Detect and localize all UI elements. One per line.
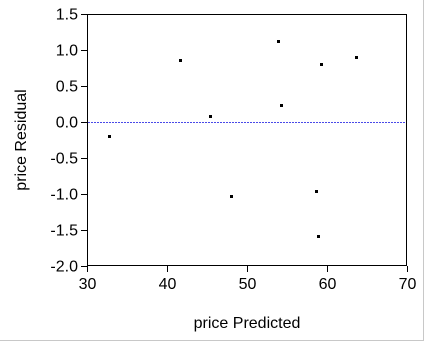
data-point xyxy=(315,190,318,193)
x-tick-label: 70 xyxy=(399,276,417,293)
y-tick-label: 1.5 xyxy=(56,7,78,24)
x-tick-label: 50 xyxy=(239,276,257,293)
x-tick-label: 30 xyxy=(79,276,97,293)
data-point xyxy=(355,56,358,59)
x-tick-label: 40 xyxy=(159,276,177,293)
y-tick-label: -1.5 xyxy=(50,223,78,240)
y-tick-label: -1.0 xyxy=(50,187,78,204)
data-point xyxy=(277,40,280,43)
y-tick-label: 0.0 xyxy=(56,115,78,132)
y-tick-label: 1.0 xyxy=(56,43,78,60)
y-tick-label: -2.0 xyxy=(50,259,78,276)
data-point xyxy=(179,59,182,62)
data-point xyxy=(320,63,323,66)
plot-frame xyxy=(87,14,407,266)
data-points xyxy=(108,40,358,238)
data-point xyxy=(317,235,320,238)
y-tick-label: -0.5 xyxy=(50,151,78,168)
data-point xyxy=(230,195,233,198)
x-tick-label: 60 xyxy=(319,276,337,293)
data-point xyxy=(209,115,212,118)
x-axis-ticks: 30 40 50 60 70 xyxy=(79,266,417,293)
data-point xyxy=(108,135,111,138)
y-axis-ticks: -2.0 -1.5 -1.0 -0.5 0.0 0.5 1.0 1.5 xyxy=(50,7,87,276)
y-tick-label: 0.5 xyxy=(56,79,78,96)
data-point xyxy=(280,104,283,107)
y-axis-title: price Residual xyxy=(13,89,30,190)
x-axis-title: price Predicted xyxy=(194,315,301,332)
